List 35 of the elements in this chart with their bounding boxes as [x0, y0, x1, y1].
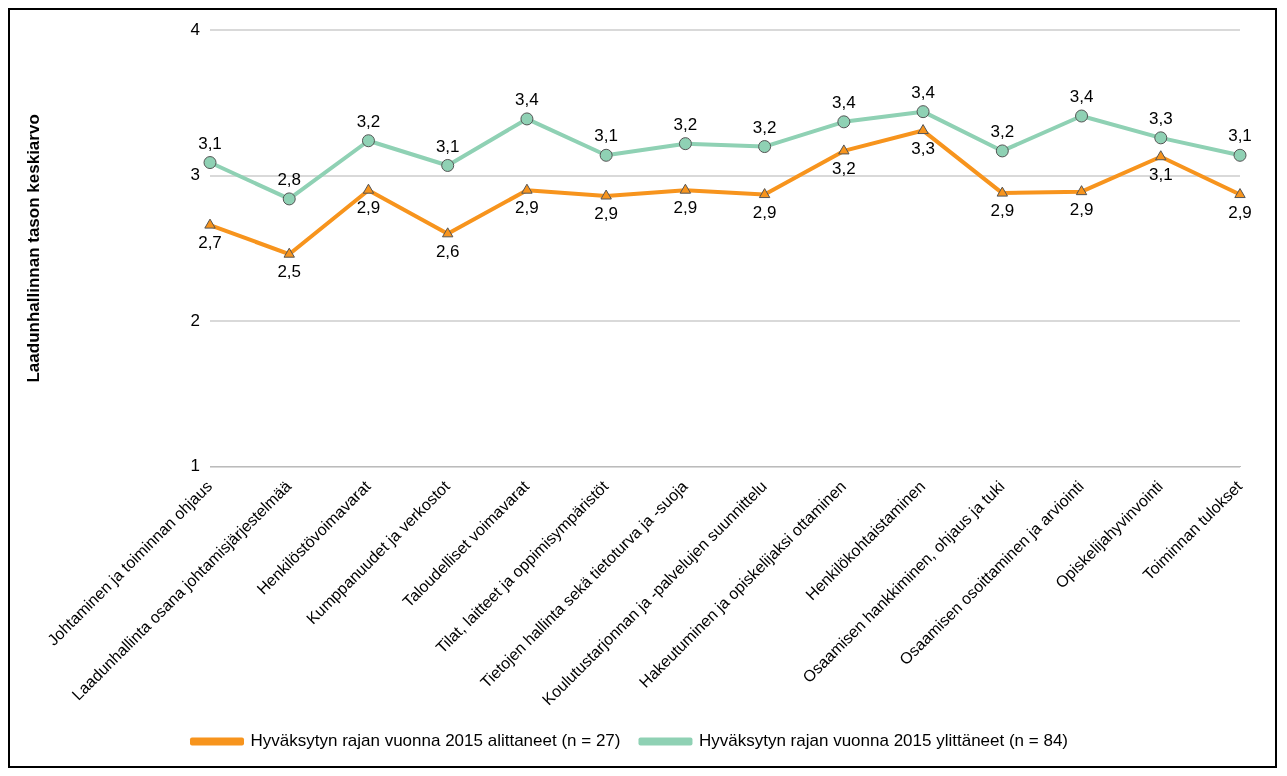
data-label: 2,9: [1069, 199, 1094, 219]
data-label: 3,2: [673, 114, 698, 134]
data-label: 2,8: [277, 170, 302, 190]
y-tick-label: 4: [190, 19, 200, 39]
data-label: 2,9: [356, 198, 381, 218]
data-label: 2,9: [752, 202, 777, 222]
legend-label: Hyväksytyn rajan vuonna 2015 ylittäneet (n = 84): [698, 731, 1069, 751]
data-label: 2,5: [277, 262, 302, 282]
data-label: 3,1: [435, 136, 460, 156]
data-label: 2,7: [198, 233, 222, 253]
data-label: 3,2: [752, 117, 777, 137]
y-tick-label: 1: [190, 456, 200, 476]
legend-label: Hyväksytyn rajan vuonna 2015 alittaneet (n = 27): [250, 731, 621, 751]
y-axis-title: Laadunhallinnan tason keskiarvo: [23, 114, 43, 383]
data-label: 3,1: [594, 126, 618, 146]
data-label: 3,1: [1228, 126, 1252, 146]
data-label: 3,2: [990, 122, 1015, 142]
data-label: 2,9: [594, 204, 618, 224]
data-label: 2,6: [435, 242, 460, 262]
data-label: 3,2: [832, 159, 856, 179]
data-label: 3,1: [1148, 164, 1173, 184]
y-tick-label: 3: [190, 165, 200, 185]
data-label: 2,9: [990, 201, 1015, 221]
data-label: 3,4: [1069, 87, 1094, 107]
data-label: 3,1: [198, 133, 222, 153]
data-label: 2,9: [673, 198, 698, 218]
data-label: 3,3: [911, 138, 935, 158]
data-label: 2,9: [515, 198, 539, 218]
data-label: 3,2: [356, 111, 381, 131]
y-tick-label: 2: [190, 310, 200, 330]
data-label: 2,9: [1228, 202, 1252, 222]
data-label: 3,4: [911, 82, 935, 102]
data-label: 3,4: [832, 93, 856, 113]
data-label: 3,4: [515, 90, 539, 110]
data-label: 3,3: [1148, 109, 1173, 129]
